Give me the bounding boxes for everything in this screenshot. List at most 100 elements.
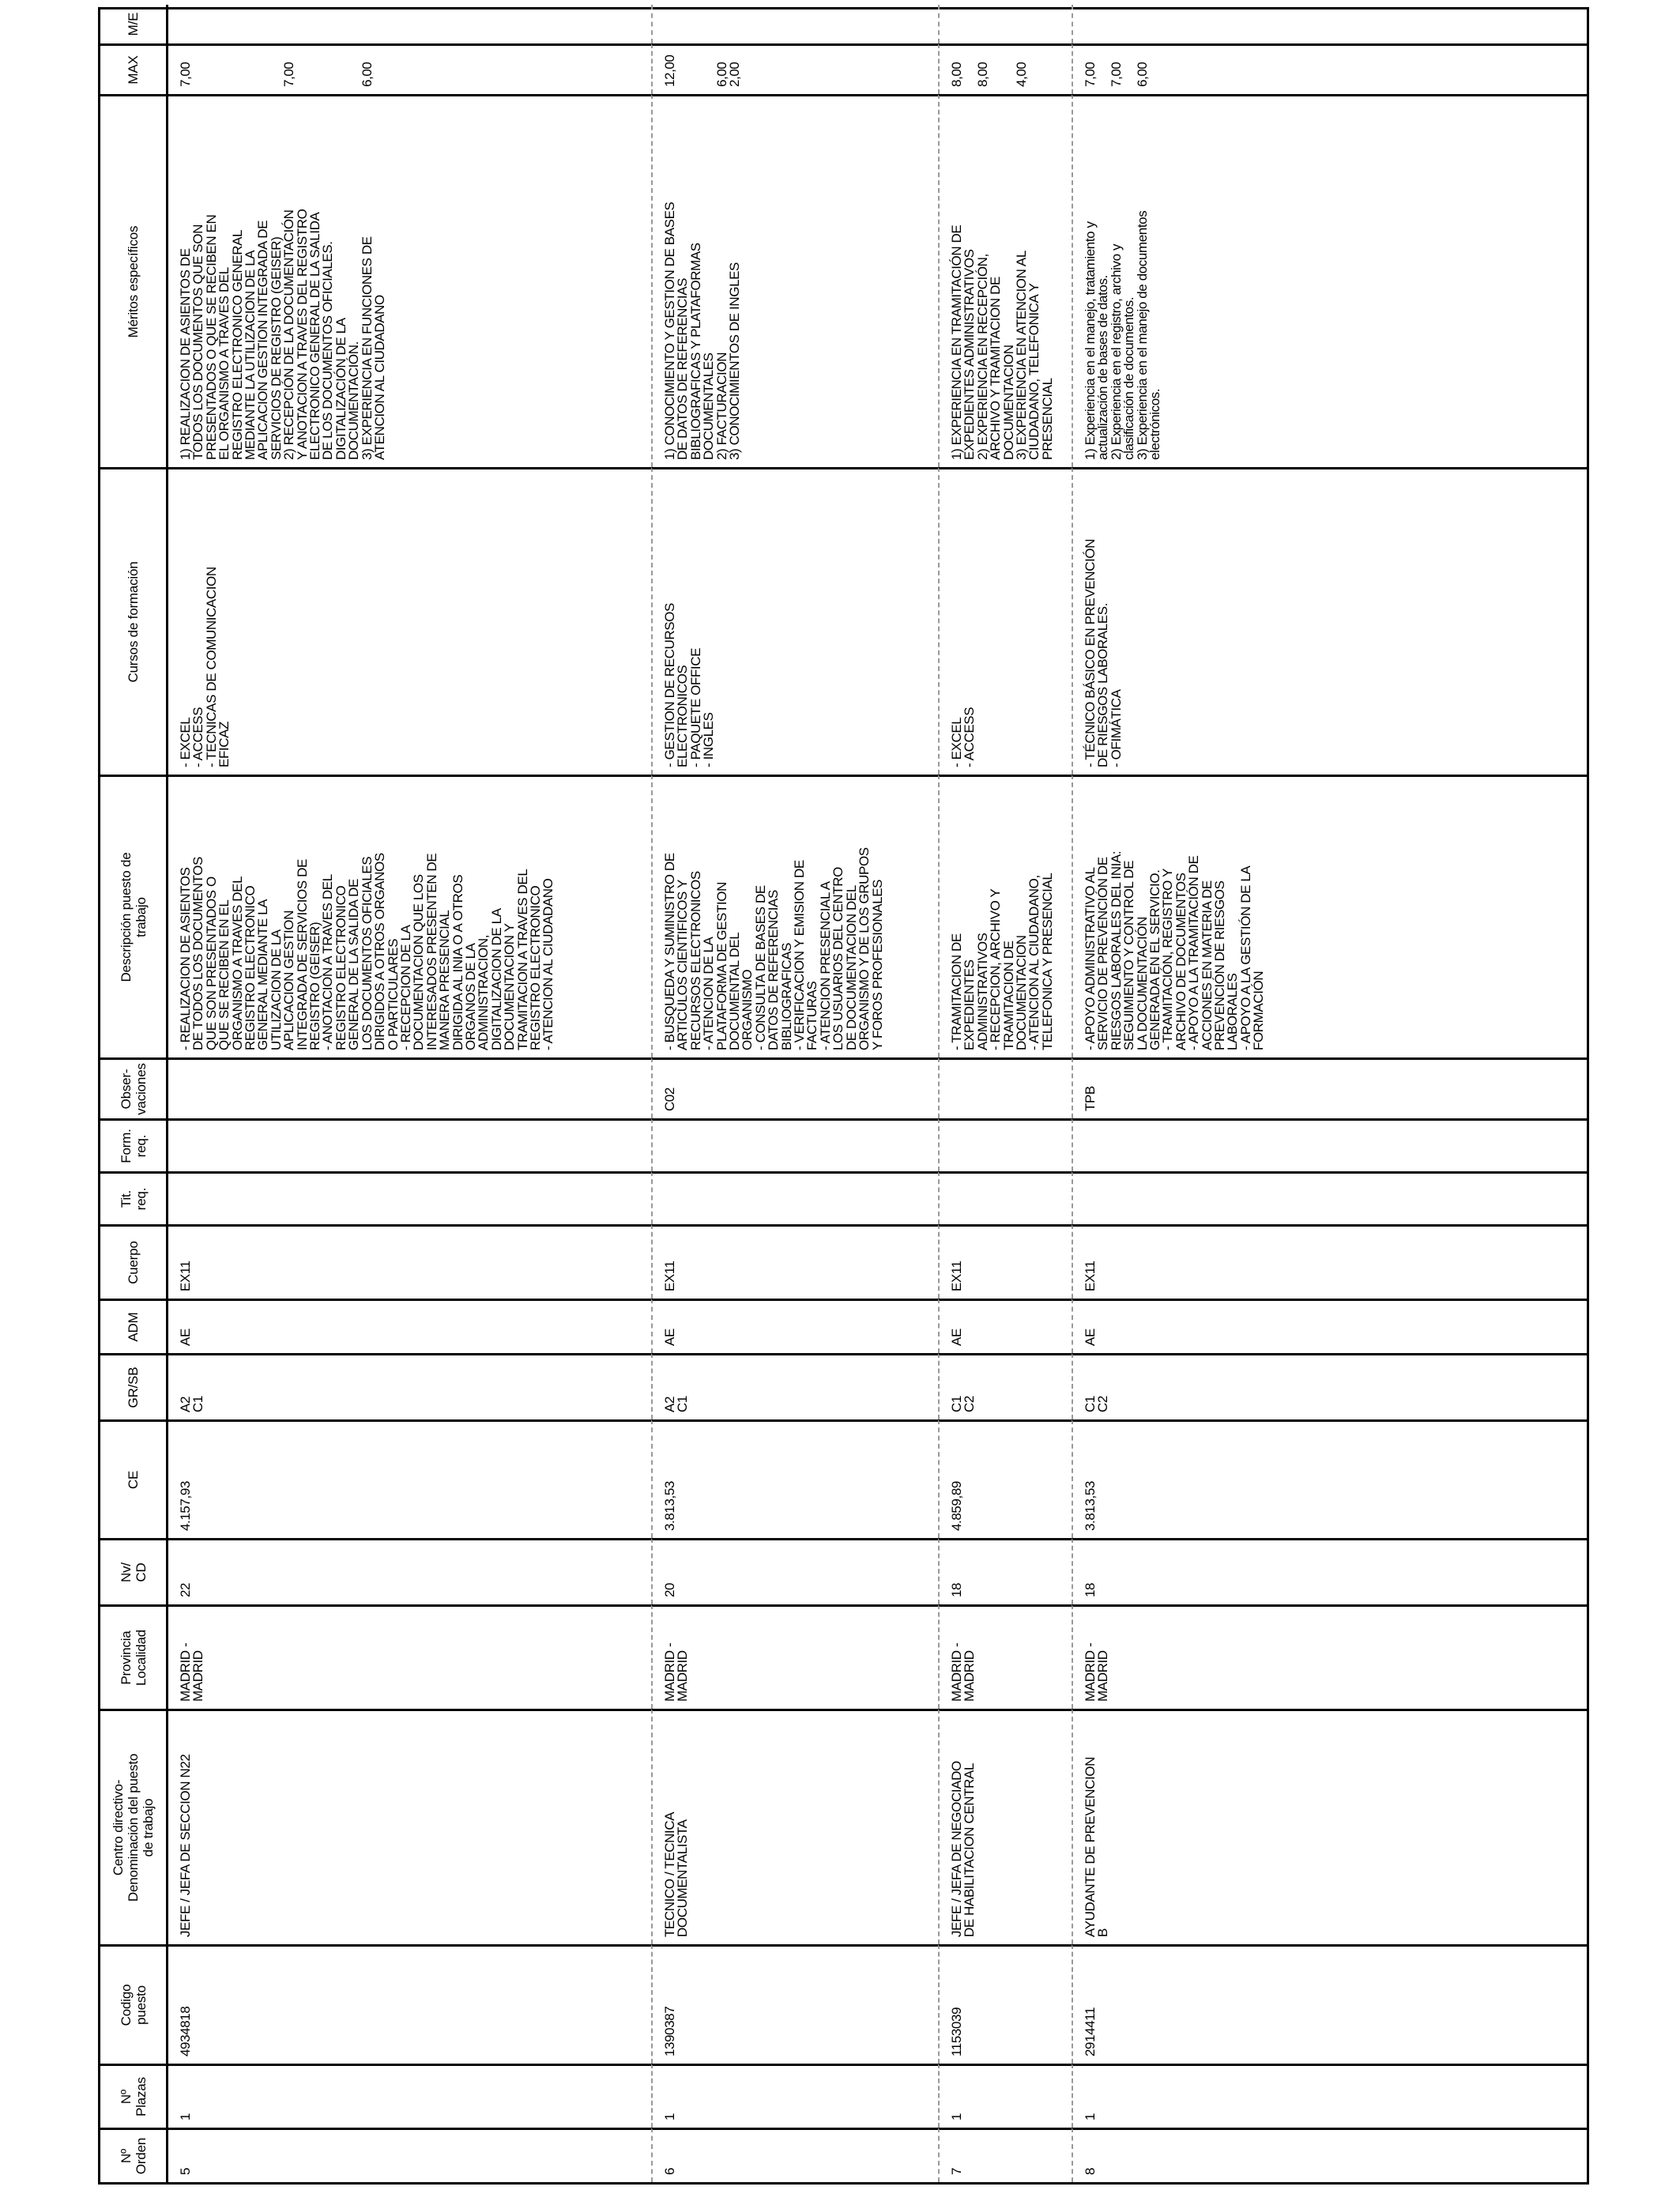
header-label-adm: ADM — [126, 1312, 141, 1342]
header-observaciones: Obser- vaciones — [100, 1057, 168, 1118]
row-5-centro: JEFE / JEFA DE SECCION N22 — [168, 1709, 651, 1944]
row-5-nivel: 22 — [168, 1538, 651, 1604]
header-centro: Centro directivo- Denominación del puest… — [100, 1709, 168, 1944]
row-5-codigo: 4934818 — [168, 1944, 651, 2064]
row-7-observaciones — [938, 1057, 1072, 1118]
row-7-centro: JEFE / JEFA DE NEGOCIADO DE HABILITACION… — [938, 1709, 1072, 1944]
row-8-titulacion — [1072, 1171, 1587, 1224]
row-8-grupo: C1 C2 — [1072, 1353, 1587, 1419]
row-8-max: 7,00 7,00 6,00 — [1072, 43, 1587, 94]
row-8-centro: AYUDANTE DE PREVENCION B — [1072, 1709, 1587, 1944]
row-5-adm: AE — [168, 1299, 651, 1353]
row-6-orden: 6 — [651, 2128, 938, 2182]
header-label-ce: CE — [126, 1470, 141, 1490]
row-8-observaciones: TPB — [1072, 1057, 1587, 1118]
header-cuerpo: Cuerpo — [100, 1224, 168, 1299]
row-6-formacion — [651, 1118, 938, 1171]
header-grupo: GR/SB — [100, 1353, 168, 1419]
header-label-formacion: Form. req. — [118, 1129, 149, 1163]
row-7-provincia: MADRID - MADRID — [938, 1604, 1072, 1709]
row-8-me — [1072, 5, 1587, 43]
row-8-meritos: 1) Experiencia en el manejo, tratamiento… — [1072, 94, 1587, 467]
header-label-max: MAX — [126, 55, 141, 85]
row-6-descripcion: - BUSQUEDA Y SUMINISTRO DE ARTICULOS CIE… — [651, 775, 938, 1057]
row-6-adm: AE — [651, 1299, 938, 1353]
row-6-provincia: MADRID - MADRID — [651, 1604, 938, 1709]
row-6-codigo: 1390387 — [651, 1944, 938, 2064]
row-6-centro: TECNICO / TECNICA DOCUMENTALISTA — [651, 1709, 938, 1944]
job-positions-table: Nº Orden Nº Plazas Codigo puesto Centro dir… — [98, 5, 1589, 2185]
row-6-max: 12,00 6,00 2,00 — [651, 43, 938, 94]
header-label-provincia: Provincia Localidad — [118, 1630, 149, 1686]
header-label-meritos: Méritos específicos — [126, 225, 141, 338]
row-7-cuerpo: EX11 — [938, 1224, 1072, 1299]
row-7-meritos: 1) EXPERIENCIA EN TRAMITACIÓN DE EXPEDIE… — [938, 94, 1072, 467]
header-formacion: Form. req. — [100, 1118, 168, 1171]
header-plazas: Nº Plazas — [100, 2064, 168, 2128]
header-label-nivel: Nv/ CD — [118, 1563, 149, 1582]
row-6-titulacion — [651, 1171, 938, 1224]
header-label-codigo: Codigo puesto — [118, 1984, 149, 2026]
header-titulacion: Tit. req. — [100, 1171, 168, 1224]
row-8-plazas: 1 — [1072, 2064, 1587, 2128]
header-label-observaciones: Obser- vaciones — [118, 1063, 149, 1115]
row-7-formacion — [938, 1118, 1072, 1171]
row-8-provincia: MADRID - MADRID — [1072, 1604, 1587, 1709]
header-label-orden: Nº Orden — [118, 2137, 149, 2175]
row-8-codigo: 2914411 — [1072, 1944, 1587, 2064]
row-8-ce: 3.813,53 — [1072, 1419, 1587, 1538]
header-adm: ADM — [100, 1299, 168, 1353]
row-8-adm: AE — [1072, 1299, 1587, 1353]
row-6-me — [651, 5, 938, 43]
row-8-orden: 8 — [1072, 2128, 1587, 2182]
row-7-descripcion: - TRAMITACION DE EXPEDIENTES ADMINISTRAT… — [938, 775, 1072, 1057]
row-7-grupo: C1 C2 — [938, 1353, 1072, 1419]
row-7-orden: 7 — [938, 2128, 1072, 2182]
header-nivel: Nv/ CD — [100, 1538, 168, 1604]
row-5-cursos: - EXCEL - ACCESS - TECNICAS DE COMUNICAC… — [168, 467, 651, 775]
header-label-titulacion: Tit. req. — [118, 1187, 149, 1211]
row-5-titulacion — [168, 1171, 651, 1224]
row-7-ce: 4.859,89 — [938, 1419, 1072, 1538]
header-label-grupo: GR/SB — [126, 1367, 141, 1408]
header-provincia: Provincia Localidad — [100, 1604, 168, 1709]
row-7-codigo: 1153039 — [938, 1944, 1072, 2064]
header-label-plazas: Nº Plazas — [118, 2077, 149, 2117]
header-label-me: M/E — [126, 12, 141, 36]
row-7-max: 8,00 8,00 4,00 — [938, 43, 1072, 94]
row-7-me — [938, 5, 1072, 43]
row-6-plazas: 1 — [651, 2064, 938, 2128]
row-5-me — [168, 5, 651, 43]
header-codigo: Codigo puesto — [100, 1944, 168, 2064]
row-5-cuerpo: EX11 — [168, 1224, 651, 1299]
row-8-formacion — [1072, 1118, 1587, 1171]
row-7-plazas: 1 — [938, 2064, 1072, 2128]
row-5-descripcion: - REALIZACION DE ASIENTOS DE TODOS LOS D… — [168, 775, 651, 1057]
header-label-cuerpo: Cuerpo — [126, 1241, 141, 1284]
row-5-meritos: 1) REALIZACION DE ASIENTOS DE TODOS LOS … — [168, 94, 651, 467]
row-7-adm: AE — [938, 1299, 1072, 1353]
row-5-observaciones — [168, 1057, 651, 1118]
row-6-cuerpo: EX11 — [651, 1224, 938, 1299]
row-6-nivel: 20 — [651, 1538, 938, 1604]
row-6-meritos: 1) CONOCIMIENTO Y GESTION DE BASES DE DA… — [651, 94, 938, 467]
row-5-ce: 4.157,93 — [168, 1419, 651, 1538]
row-5-plazas: 1 — [168, 2064, 651, 2128]
row-8-cuerpo: EX11 — [1072, 1224, 1587, 1299]
row-6-grupo: A2 C1 — [651, 1353, 938, 1419]
row-5-provincia: MADRID - MADRID — [168, 1604, 651, 1709]
header-me: M/E — [100, 5, 168, 43]
row-8-cursos: - TÉCNICO BÁSICO EN PREVENCIÓN DE RIESGO… — [1072, 467, 1587, 775]
header-cursos: Cursos de formación — [100, 467, 168, 775]
row-5-formacion — [168, 1118, 651, 1171]
row-8-nivel: 18 — [1072, 1538, 1587, 1604]
header-meritos: Méritos específicos — [100, 94, 168, 467]
row-5-orden: 5 — [168, 2128, 651, 2182]
header-label-centro: Centro directivo- Denominación del puest… — [111, 1753, 156, 1902]
row-7-cursos: - EXCEL - ACCESS — [938, 467, 1072, 775]
row-5-grupo: A2 C1 — [168, 1353, 651, 1419]
header-descripcion: Descripción puesto de trabajo — [100, 775, 168, 1057]
row-6-ce: 3.813,53 — [651, 1419, 938, 1538]
row-5-max: 7,00 7,00 6,00 — [168, 43, 651, 94]
row-6-cursos: - GESTION DE RECURSOS ELECTRONICOS - PAQ… — [651, 467, 938, 775]
